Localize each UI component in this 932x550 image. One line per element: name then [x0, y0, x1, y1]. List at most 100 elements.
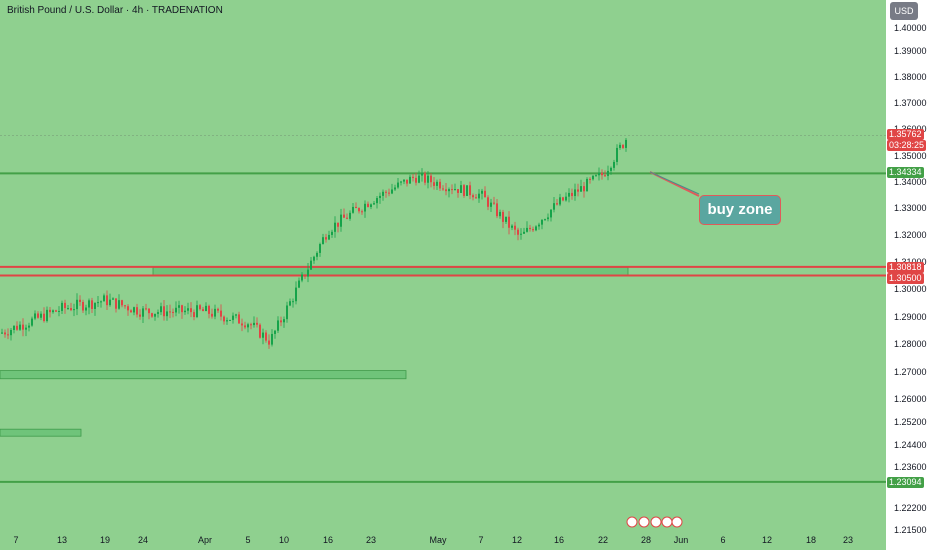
candle-body: [232, 315, 234, 320]
candle-body: [34, 313, 36, 319]
candle-body: [244, 325, 246, 328]
candle-body: [76, 299, 78, 310]
candle-body: [541, 219, 543, 225]
date-axis-tick-label: 24: [138, 535, 148, 545]
candle-body: [625, 139, 627, 148]
price-axis-tick-label: 1.35000: [894, 151, 927, 161]
date-axis-tick-label: 19: [100, 535, 110, 545]
candle-body: [103, 295, 105, 302]
flag-icon: [650, 516, 662, 528]
candle-body: [100, 301, 102, 303]
currency-button[interactable]: USD: [890, 2, 918, 20]
candle-body: [130, 310, 132, 313]
candle-body: [154, 313, 156, 317]
candle-body: [133, 307, 135, 313]
candle-body: [529, 227, 531, 230]
candle-body: [121, 300, 123, 306]
candle-body: [346, 217, 348, 219]
candle-body: [466, 185, 468, 196]
candle-body: [364, 203, 366, 212]
price-axis-tick-label: 1.32000: [894, 230, 927, 240]
candle-body: [388, 192, 390, 194]
price-axis-tick-label: 1.21500: [894, 525, 927, 535]
candle-body: [622, 144, 624, 148]
candle-body: [328, 234, 330, 240]
candle-body: [148, 308, 150, 314]
candle-body: [394, 187, 396, 190]
level-badge-zone-top: 1.30818: [887, 262, 924, 273]
candle-body: [169, 311, 171, 313]
price-axis-tick-label: 1.27000: [894, 367, 927, 377]
candle-body: [286, 305, 288, 320]
candle-body: [106, 295, 108, 306]
candle-body: [430, 175, 432, 183]
candle-body: [157, 312, 159, 314]
date-axis-tick-label: 23: [366, 535, 376, 545]
candle-body: [604, 175, 606, 177]
price-axis-tick-label: 1.22200: [894, 503, 927, 513]
candle-body: [409, 176, 411, 184]
candle-body: [463, 185, 465, 196]
candle-body: [256, 322, 258, 325]
candle-body: [349, 212, 351, 219]
candle-body: [25, 327, 27, 330]
candle-body: [574, 189, 576, 197]
candle-body: [313, 256, 315, 261]
price-axis-tick-label: 1.34000: [894, 177, 927, 187]
candle-body: [592, 175, 594, 180]
candle-body: [118, 300, 120, 309]
date-axis-tick-label: 23: [843, 535, 853, 545]
candle-body: [397, 182, 399, 188]
candle-body: [406, 179, 408, 184]
candle-body: [598, 172, 600, 176]
candle-body: [523, 231, 525, 234]
candle-body: [193, 312, 195, 318]
candle-body: [163, 306, 165, 317]
candle-body: [31, 318, 33, 326]
candle-body: [343, 214, 345, 218]
candle-body: [607, 170, 609, 176]
candle-body: [382, 191, 384, 196]
date-axis-tick-label: Jun: [674, 535, 689, 545]
candle-body: [226, 320, 228, 322]
candle-body: [127, 306, 129, 311]
candle-body: [85, 307, 87, 311]
candle-body: [151, 313, 153, 317]
price-axis-tick-label: 1.30000: [894, 284, 927, 294]
candle-body: [187, 308, 189, 311]
candle-body: [136, 307, 138, 315]
candle-body: [88, 300, 90, 308]
candle-body: [526, 227, 528, 232]
candle-body: [73, 309, 75, 311]
candle-body: [550, 209, 552, 218]
candle-body: [511, 225, 513, 228]
date-axis-tick-label: 7: [13, 535, 18, 545]
chart-title: British Pound / U.S. Dollar · 4h · TRADE…: [7, 5, 223, 16]
candle-body: [70, 308, 72, 311]
candle-body: [229, 319, 231, 321]
candle-body: [172, 311, 174, 313]
candle-body: [64, 302, 66, 309]
price-axis-tick-label: 1.33000: [894, 203, 927, 213]
annotation-arrow-shade: [649, 171, 700, 195]
date-axis-tick-label: 6: [720, 535, 725, 545]
candle-body: [46, 309, 48, 322]
level-badge-upper: 1.34334: [887, 167, 924, 178]
candle-body: [82, 301, 84, 311]
candle-body: [451, 189, 453, 191]
candle-body: [259, 324, 261, 338]
candle-body: [619, 144, 621, 148]
buy-zone-label[interactable]: buy zone: [699, 195, 781, 225]
candle-body: [457, 189, 459, 193]
candle-body: [22, 324, 24, 330]
price-axis-tick-label: 1.40000: [894, 23, 927, 33]
candle-body: [472, 195, 474, 198]
candle-body: [544, 219, 546, 221]
candle-body: [13, 325, 15, 330]
candle-body: [454, 189, 456, 191]
candle-body: [250, 324, 252, 326]
candle-body: [547, 217, 549, 220]
price-axis-tick-label: 1.29000: [894, 312, 927, 322]
